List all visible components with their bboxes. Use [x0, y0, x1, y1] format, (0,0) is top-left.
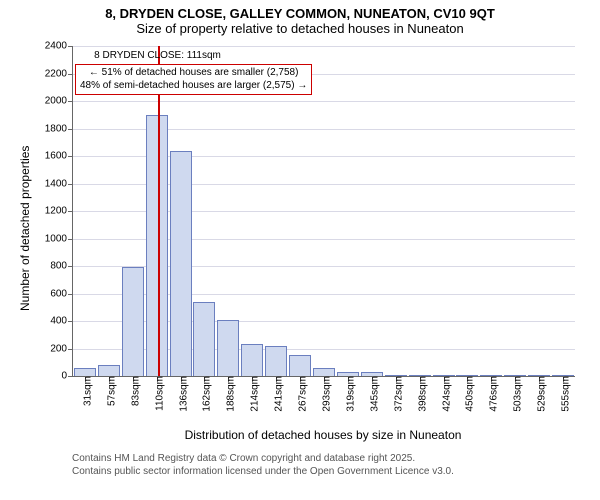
histogram-bar [265, 346, 287, 376]
ytick-label: 1600 [45, 151, 73, 162]
xtick-label: 503sqm [507, 376, 524, 412]
marker-top-label: 8 DRYDEN CLOSE: 111sqm [94, 50, 221, 61]
footer-line1: Contains HM Land Registry data © Crown c… [72, 452, 454, 465]
ytick-label: 1000 [45, 233, 73, 244]
annotation-box: ← 51% of detached houses are smaller (2,… [75, 64, 312, 95]
xtick-label: 345sqm [363, 376, 380, 412]
ytick-label: 2400 [45, 41, 73, 52]
histogram-bar [241, 344, 263, 376]
xtick-label: 372sqm [387, 376, 404, 412]
xtick-label: 162sqm [196, 376, 213, 412]
ytick-label: 800 [50, 261, 73, 272]
histogram-bar [98, 365, 120, 376]
xtick-label: 529sqm [531, 376, 548, 412]
x-axis-label: Distribution of detached houses by size … [72, 428, 574, 442]
reference-line [158, 46, 160, 376]
histogram-bar [289, 355, 311, 376]
xtick-label: 267sqm [292, 376, 309, 412]
footer-attribution: Contains HM Land Registry data © Crown c… [72, 452, 454, 478]
plot-area: 0200400600800100012001400160018002000220… [72, 46, 575, 377]
xtick-label: 31sqm [76, 376, 93, 406]
annotation-line1: ← 51% of detached houses are smaller (2,… [80, 67, 307, 80]
histogram-bar [170, 151, 192, 377]
ytick-label: 2200 [45, 68, 73, 79]
annotation-line2: 48% of semi-detached houses are larger (… [80, 80, 307, 93]
xtick-label: 83sqm [124, 376, 141, 406]
xtick-label: 136sqm [172, 376, 189, 412]
chart-title-line1: 8, DRYDEN CLOSE, GALLEY COMMON, NUNEATON… [0, 6, 600, 21]
xtick-label: 214sqm [244, 376, 261, 412]
xtick-label: 188sqm [220, 376, 237, 412]
footer-line2: Contains public sector information licen… [72, 465, 454, 478]
xtick-label: 450sqm [459, 376, 476, 412]
xtick-label: 319sqm [339, 376, 356, 412]
xtick-label: 241sqm [268, 376, 285, 412]
ytick-label: 1800 [45, 123, 73, 134]
histogram-bar [122, 267, 144, 376]
chart-title-block: 8, DRYDEN CLOSE, GALLEY COMMON, NUNEATON… [0, 0, 600, 36]
histogram-bar [74, 368, 96, 376]
histogram-bar [313, 368, 335, 376]
gridline [73, 101, 575, 102]
xtick-label: 57sqm [100, 376, 117, 406]
ytick-label: 1200 [45, 206, 73, 217]
xtick-label: 398sqm [411, 376, 428, 412]
histogram-bar [217, 320, 239, 376]
ytick-label: 2000 [45, 96, 73, 107]
histogram-bar [193, 302, 215, 376]
xtick-label: 424sqm [435, 376, 452, 412]
ytick-label: 400 [50, 316, 73, 327]
gridline [73, 46, 575, 47]
ytick-label: 1400 [45, 178, 73, 189]
xtick-label: 293sqm [316, 376, 333, 412]
xtick-label: 110sqm [148, 376, 165, 411]
histogram-bar [146, 115, 168, 376]
xtick-label: 476sqm [483, 376, 500, 412]
xtick-label: 555sqm [555, 376, 572, 412]
y-axis-label: Number of detached properties [18, 146, 32, 311]
chart-title-line2: Size of property relative to detached ho… [0, 21, 600, 36]
ytick-label: 0 [61, 371, 73, 382]
ytick-label: 200 [50, 343, 73, 354]
ytick-label: 600 [50, 288, 73, 299]
